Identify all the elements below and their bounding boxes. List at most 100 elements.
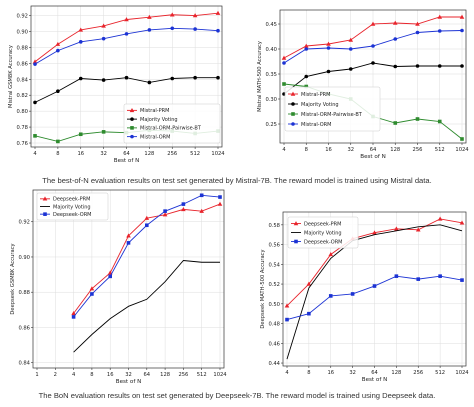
data-point — [459, 14, 465, 19]
x-tick-label: 16 — [77, 151, 84, 157]
data-point — [33, 100, 37, 105]
x-tick-label: 32 — [125, 372, 132, 378]
plot-frame — [30, 5, 223, 148]
data-point — [193, 75, 197, 80]
chart-deepseek-gsm8k: 0.84 0.86 0.88 0.90 0.92 1 2 4 8 16 32 64 128 256 512 1… — [10, 189, 227, 385]
data-point — [306, 281, 312, 286]
data-point — [393, 37, 398, 41]
data-point — [371, 61, 375, 65]
chart-deepseek-math500: 0.44 0.46 0.48 0.50 0.52 0.54 0.56 0.58 4 8 16 32 64… — [260, 211, 469, 383]
data-point — [281, 55, 287, 60]
data-point — [460, 28, 464, 33]
y-tick-label: 0.48 — [268, 322, 280, 328]
y-tick-label: 0.86 — [18, 325, 30, 331]
x-tick-label: 1024 — [211, 151, 225, 157]
data-point — [101, 36, 106, 41]
x-tick-label: 4 — [72, 372, 76, 378]
x-tick-label: 8 — [305, 147, 308, 153]
y-axis-label: Mistral MATH-500 Accuracy — [257, 41, 263, 112]
data-point — [459, 220, 465, 225]
x-tick-label: 64 — [370, 147, 377, 153]
y-tick-label: 0.50 — [268, 302, 280, 308]
x-tick-label: 32 — [349, 370, 356, 376]
x-axis-label: Best of N — [114, 158, 140, 164]
y-tick-label: 0.76 — [16, 141, 28, 147]
data-point — [56, 139, 60, 144]
y-tick-label: 0.45 — [265, 22, 277, 28]
x-tick-label: 256 — [413, 370, 423, 376]
data-point — [304, 47, 309, 51]
legend-marker — [130, 134, 134, 139]
data-point — [328, 294, 333, 298]
legend-marker — [42, 196, 48, 201]
legend-marker — [291, 102, 295, 106]
y-tick-label: 0.35 — [265, 72, 277, 78]
y-tick-label: 0.25 — [265, 122, 277, 128]
caption-bottom: The BoN evaluation results on test set g… — [38, 391, 436, 400]
chart-mistral-gsm8k: 0.76 0.78 0.80 0.82 0.84 0.86 0.88 0.90 0.92 4 8 16… — [8, 5, 225, 164]
y-tick-label: 0.92 — [18, 220, 30, 226]
x-tick-label: 8 — [90, 372, 93, 378]
data-point — [216, 75, 220, 80]
x-tick-label: 8 — [307, 370, 310, 376]
x-tick-label: 4 — [282, 147, 286, 153]
x-tick-label: 1024 — [455, 147, 469, 153]
legend-marker — [291, 112, 295, 116]
x-tick-label: 512 — [190, 151, 200, 157]
data-point — [282, 61, 286, 65]
y-axis-label: Deepseek GSM8K Accuracy — [10, 243, 16, 314]
data-point — [216, 28, 220, 33]
legend-label: Deepseek-ORM — [53, 212, 92, 218]
x-tick-label: 4 — [33, 151, 37, 157]
y-tick-label: 0.54 — [268, 262, 280, 268]
data-point — [416, 277, 421, 281]
y-tick-label: 0.88 — [16, 45, 28, 51]
data-point — [215, 10, 221, 15]
y-tick-label: 0.90 — [18, 255, 30, 261]
x-tick-label: 64 — [123, 151, 130, 157]
x-tick-label: 16 — [325, 147, 332, 153]
data-point — [217, 201, 223, 206]
x-tick-label: 1 — [35, 372, 38, 378]
y-tick-label: 0.58 — [268, 223, 280, 229]
data-point — [162, 212, 168, 217]
y-tick-label: 0.82 — [16, 93, 28, 99]
x-tick-label: 64 — [143, 372, 150, 378]
x-tick-label: 128 — [391, 370, 401, 376]
data-point — [326, 69, 331, 74]
legend-marker — [291, 122, 295, 126]
data-point — [328, 252, 334, 257]
data-point — [55, 41, 61, 46]
data-point — [303, 43, 309, 48]
y-tick-label: 0.78 — [16, 125, 28, 131]
x-tick-label: 1024 — [213, 372, 227, 378]
legend-box — [287, 216, 359, 249]
data-point — [393, 121, 398, 125]
legend-label: Deepseek-PRM — [53, 197, 90, 203]
data-point — [415, 30, 420, 35]
y-tick-label: 0.88 — [18, 290, 30, 296]
x-tick-label: 1024 — [455, 370, 469, 376]
y-tick-label: 0.90 — [16, 29, 28, 35]
y-tick-label: 0.56 — [268, 243, 280, 249]
data-point — [307, 311, 311, 316]
data-point — [218, 195, 222, 199]
plot-frame — [282, 211, 467, 367]
chart-mistral-math500: 0.25 0.30 0.35 0.40 0.45 4 8 16 32 64 128 256 512 102… — [257, 9, 469, 160]
legend-marker — [129, 107, 135, 113]
legend-marker — [293, 221, 299, 226]
legend-box — [36, 192, 109, 221]
data-point — [193, 27, 197, 31]
data-point — [348, 37, 354, 42]
x-tick-label: 16 — [327, 370, 334, 376]
data-point — [124, 17, 129, 22]
data-point — [415, 227, 421, 232]
data-point — [124, 75, 129, 80]
data-point — [394, 226, 399, 231]
caption-top: The best-of-N evaluation results on test… — [42, 176, 432, 185]
data-point — [393, 64, 398, 69]
data-point — [169, 12, 175, 17]
y-tick-label: 0.86 — [16, 61, 28, 67]
x-tick-label: 32 — [100, 151, 107, 157]
